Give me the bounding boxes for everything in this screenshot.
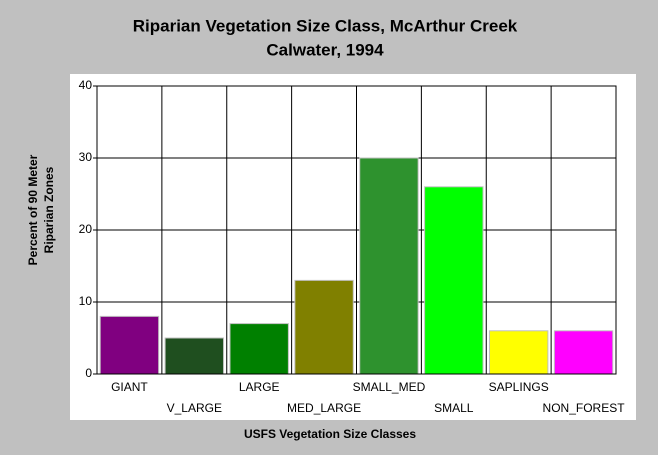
y-tick-label: 0 [85,366,92,380]
x-tick-label: LARGE [239,380,280,394]
y-axis-label: Riparian Zones [42,166,56,253]
bar [164,337,225,375]
y-tick-label: 10 [79,294,93,308]
plot-border [96,85,617,375]
x-axis-label: USFS Vegetation Size Classes [244,427,416,441]
y-axis-label: Percent of 90 Meter [26,154,40,265]
x-tick-label: SAPLINGS [489,380,549,394]
x-tick-label: GIANT [111,380,148,394]
x-tick-label: SMALL [434,401,474,415]
bar [294,279,354,375]
y-tick-label: 30 [79,150,93,164]
chart-title: Calwater, 1994 [266,40,384,59]
chart-title: Riparian Vegetation Size Class, McArthur… [133,16,518,35]
y-tick-label: 20 [79,222,93,236]
y-tick-label: 40 [79,78,93,92]
bar [424,186,484,375]
x-tick-label: NON_FOREST [543,401,626,415]
x-tick-label: MED_LARGE [287,401,361,415]
bar [99,315,160,375]
bar [488,330,549,375]
bar [229,323,289,375]
bar [553,330,614,375]
bar [359,157,419,375]
x-tick-label: V_LARGE [167,401,222,415]
x-tick-label: SMALL_MED [353,380,426,394]
